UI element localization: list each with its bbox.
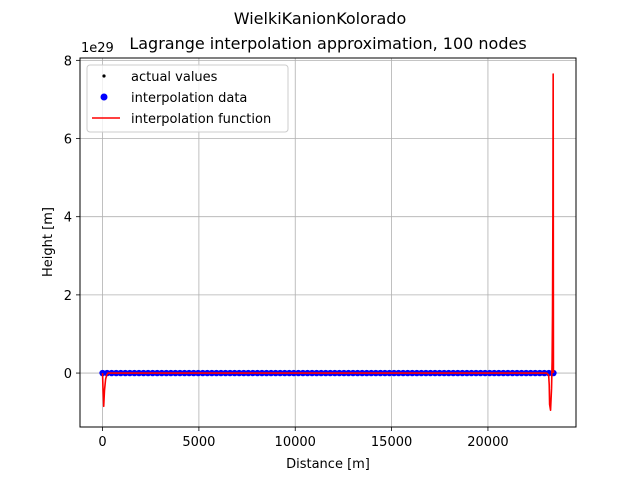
legend: actual values interpolation data interpo… (86, 64, 289, 133)
x-axis-label: Distance [m] (286, 457, 370, 472)
y-tick-label: 8 (64, 54, 72, 69)
legend-marker-interpolation-data (100, 93, 108, 101)
interpolation-data-point (99, 369, 106, 377)
y-tick-label: 2 (64, 289, 72, 304)
legend-label-interpolation-function: interpolation function (131, 112, 271, 127)
interpolation-data-series (99, 369, 557, 377)
y-tick-label: 4 (64, 211, 72, 226)
legend-box (86, 64, 289, 133)
interpolation-function-line (101, 73, 555, 411)
legend-label-interpolation-data: interpolation data (131, 91, 247, 106)
x-tick-label: 0 (98, 435, 106, 450)
x-tick-label: 20000 (467, 435, 508, 450)
x-tick-label: 10000 (275, 435, 316, 450)
legend-label-actual-values: actual values (131, 70, 218, 85)
y-axis-label: Height [m] (41, 207, 56, 277)
y-tick-label: 0 (64, 367, 72, 382)
x-tick-label: 15000 (371, 435, 412, 450)
axis-ticks: 0 5000 10000 15000 20000 0 2 4 6 8 (64, 54, 509, 450)
x-tick-label: 5000 (182, 435, 215, 450)
y-tick-label: 6 (64, 133, 72, 148)
legend-marker-actual-values (102, 74, 106, 78)
plot-series (99, 73, 557, 411)
chart-subtitle: Lagrange interpolation approximation, 10… (129, 34, 526, 53)
y-scale-multiplier: 1e29 (81, 41, 114, 56)
chart-title: WielkiKanionKolorado (234, 9, 407, 28)
plot-frame (79, 57, 577, 428)
